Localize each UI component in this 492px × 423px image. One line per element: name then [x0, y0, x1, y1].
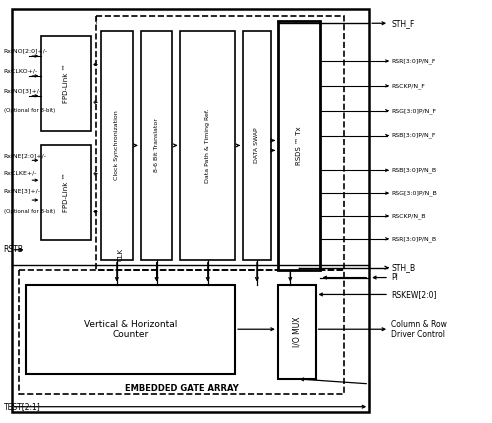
Text: RxCLKE+/-: RxCLKE+/- — [3, 171, 37, 176]
Text: DATA SWAP: DATA SWAP — [254, 128, 259, 163]
Bar — [181, 31, 235, 260]
Bar — [11, 9, 369, 412]
Text: Column & Row
Driver Control: Column & Row Driver Control — [391, 319, 447, 339]
Text: RSR[3:0]P/N_F: RSR[3:0]P/N_F — [391, 58, 435, 64]
Bar — [243, 31, 271, 260]
Text: TEST[2:1]: TEST[2:1] — [3, 402, 40, 411]
Text: RSDS ™ Tx: RSDS ™ Tx — [296, 126, 302, 165]
Text: 8-6 Bit Translator: 8-6 Bit Translator — [154, 118, 159, 173]
Text: RxINO[3]+/-: RxINO[3]+/- — [3, 88, 42, 93]
Text: FPD-Link ™: FPD-Link ™ — [63, 173, 69, 212]
Bar — [141, 31, 173, 260]
Text: PI: PI — [391, 273, 398, 282]
Text: STH_F: STH_F — [391, 19, 414, 28]
Text: RSR[3:0]P/N_B: RSR[3:0]P/N_B — [391, 236, 436, 242]
Text: RSG[3:0]P/N_B: RSG[3:0]P/N_B — [391, 190, 437, 196]
Text: STH_B: STH_B — [391, 263, 415, 272]
Text: (Optional for 8-bit): (Optional for 8-bit) — [3, 209, 55, 214]
Text: RxINO[2:0]+/-: RxINO[2:0]+/- — [3, 49, 48, 54]
Bar — [27, 285, 235, 374]
Text: RxINE[2:0]+/-: RxINE[2:0]+/- — [3, 153, 47, 158]
Text: I/O MUX: I/O MUX — [292, 316, 301, 347]
Text: Data Path & Timing Ref.: Data Path & Timing Ref. — [205, 108, 210, 183]
Text: CLK: CLK — [118, 248, 124, 261]
Text: RxINE[3]+/-: RxINE[3]+/- — [3, 189, 41, 194]
Text: RSCKP/N_B: RSCKP/N_B — [391, 213, 426, 219]
Bar — [96, 16, 344, 269]
Bar — [278, 21, 319, 269]
Text: RSKEW[2:0]: RSKEW[2:0] — [391, 290, 436, 299]
Text: RSG[3:0]P/N_F: RSG[3:0]P/N_F — [391, 108, 436, 113]
Text: (Optional for 8-bit): (Optional for 8-bit) — [3, 108, 55, 113]
Text: RSB[3:0]P/N_F: RSB[3:0]P/N_F — [391, 133, 435, 138]
Text: RSTB: RSTB — [3, 245, 24, 254]
Text: Clock Synchronization: Clock Synchronization — [114, 110, 120, 180]
Bar — [19, 269, 344, 394]
Text: RSCKP/N_F: RSCKP/N_F — [391, 83, 425, 89]
Text: RSB[3:0]P/N_B: RSB[3:0]P/N_B — [391, 168, 436, 173]
Text: EMBEDDED GATE ARRAY: EMBEDDED GATE ARRAY — [124, 385, 238, 393]
Text: Vertical & Horizontal
Counter: Vertical & Horizontal Counter — [84, 319, 178, 339]
Text: FPD-Link ™: FPD-Link ™ — [63, 63, 69, 103]
Bar — [278, 285, 315, 379]
Text: RxCLKO+/-: RxCLKO+/- — [3, 69, 38, 74]
Bar — [41, 146, 91, 240]
Bar — [101, 31, 133, 260]
Bar — [41, 36, 91, 131]
